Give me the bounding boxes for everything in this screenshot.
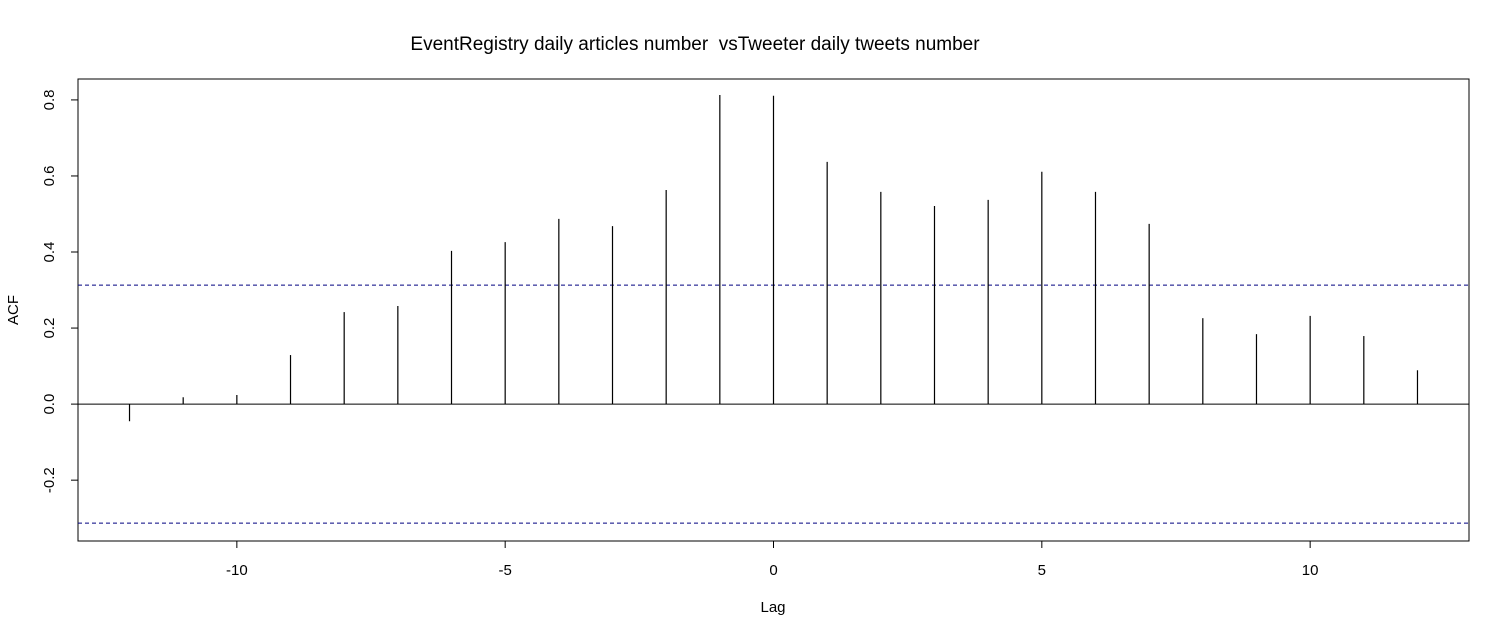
x-tick-label: -10	[226, 562, 248, 579]
x-tick-label: -5	[499, 562, 512, 579]
y-axis-label: ACF	[5, 295, 22, 325]
y-tick-label: 0.8	[41, 89, 58, 110]
y-tick-label: 0.2	[41, 318, 58, 339]
x-axis-label: Lag	[760, 599, 785, 616]
x-tick-label: 5	[1038, 562, 1046, 579]
x-tick-label: 0	[769, 562, 777, 579]
y-tick-label: -0.2	[41, 467, 58, 493]
x-tick-label: 10	[1302, 562, 1319, 579]
y-tick-label: 0.0	[41, 394, 58, 415]
y-tick-label: 0.6	[41, 166, 58, 187]
chart-title: EventRegistry daily articles number vsTw…	[410, 34, 980, 55]
y-tick-label: 0.4	[41, 242, 58, 263]
